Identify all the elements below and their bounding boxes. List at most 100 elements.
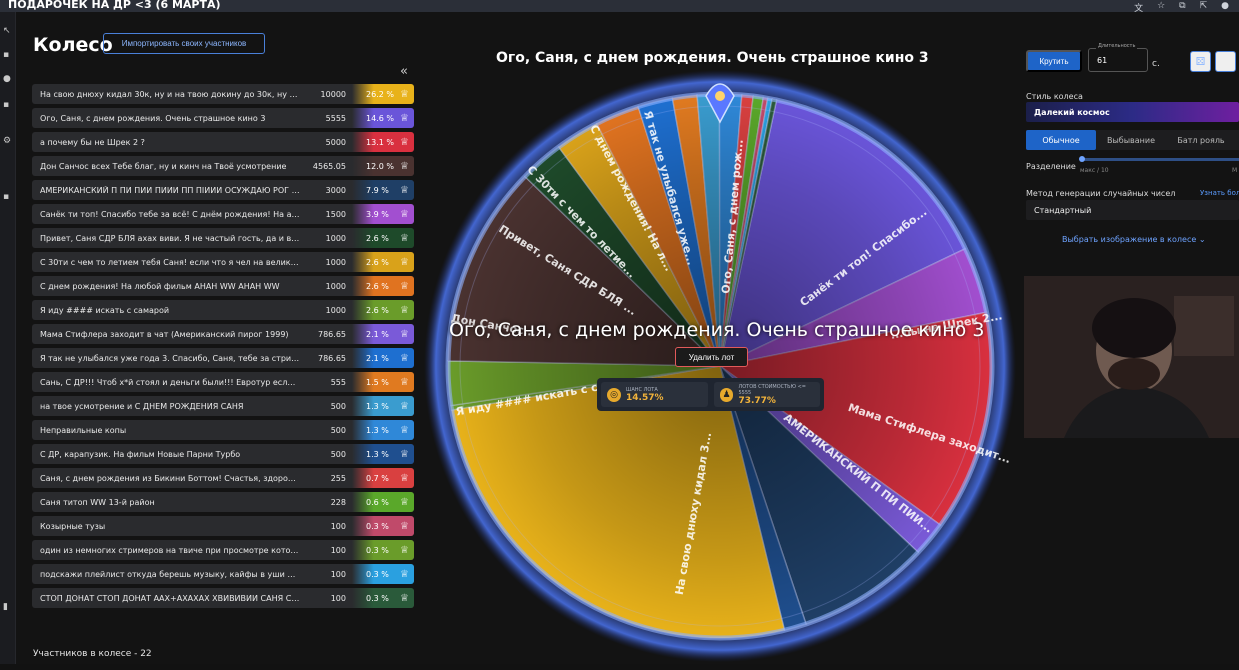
lot-amount[interactable]: 555	[330, 377, 346, 387]
lot-name[interactable]: АМЕРИКАНСКИЙ П ПИ ПИИ ПИИИ ПП ПІИИИ ОСУЖ…	[40, 185, 300, 195]
lot-row[interactable]: подскажи плейлист откуда берешь музыку, …	[32, 564, 414, 584]
lot-amount[interactable]: 100	[330, 593, 346, 603]
translate-icon[interactable]: 文	[1134, 4, 1144, 14]
lot-row[interactable]: Санёк ти топ! Спасибо тебе за всё! С днё…	[32, 204, 414, 224]
trophy-icon[interactable]: ♕	[400, 328, 409, 340]
lot-name[interactable]: Я иду #### искать с самарой	[40, 305, 170, 315]
lot-name[interactable]: С 30ти с чем то летием тебя Саня! если ч…	[40, 257, 300, 267]
duration-value[interactable]: 61	[1097, 56, 1108, 65]
lot-row[interactable]: СТОП ДОНАТ СТОП ДОНАТ ААХ+АХАХАХ ХВИВИВИ…	[32, 588, 414, 608]
lot-amount[interactable]: 786.65	[318, 353, 346, 363]
trophy-icon[interactable]: ♕	[400, 280, 409, 292]
trophy-icon[interactable]: ♕	[400, 544, 409, 556]
lot-amount[interactable]: 500	[330, 401, 346, 411]
lot-row[interactable]: Мама Стифлера заходит в чат (Американски…	[32, 324, 414, 344]
trophy-icon[interactable]: ♕	[400, 136, 409, 148]
lot-name[interactable]: подскажи плейлист откуда берешь музыку, …	[40, 569, 300, 579]
lot-name[interactable]: на твое усмотрение и С ДНЕМ РОЖДЕНИЯ САН…	[40, 401, 244, 411]
mode-elimination[interactable]: Выбывание	[1106, 135, 1156, 145]
lot-amount[interactable]: 5555	[325, 113, 346, 123]
trophy-icon[interactable]: ♕	[400, 304, 409, 316]
lot-row[interactable]: Я иду #### искать с самарой 1000 2.6 % ♕	[32, 300, 414, 320]
lot-row[interactable]: один из немногих стримеров на твиче при …	[32, 540, 414, 560]
trophy-icon[interactable]: ♕	[400, 352, 409, 364]
trophy-icon[interactable]: ♕	[400, 208, 409, 220]
lot-name[interactable]: На свою днюху кидал 30к, ну и на твою до…	[40, 89, 300, 99]
split-slider-handle[interactable]	[1079, 156, 1085, 162]
lot-name[interactable]: Дон Санчос всех Тебе благ, ну и кинч на …	[40, 161, 287, 171]
lot-amount[interactable]: 1000	[325, 233, 346, 243]
settings-icon[interactable]: ⚙	[3, 136, 12, 146]
trophy-icon[interactable]: ♕	[400, 112, 409, 124]
lot-row[interactable]: Саня, с днем рождения из Бикини Боттом! …	[32, 468, 414, 488]
lot-name[interactable]: Неправильные копы	[40, 425, 127, 435]
lot-row[interactable]: На свою днюху кидал 30к, ну и на твою до…	[32, 84, 414, 104]
mode-normal[interactable]: Обычное	[1026, 130, 1096, 150]
lot-amount[interactable]: 100	[330, 521, 346, 531]
extra-button[interactable]	[1215, 51, 1236, 72]
lot-amount[interactable]: 10000	[320, 89, 346, 99]
cursor-icon[interactable]: ↖	[3, 26, 11, 36]
split-slider[interactable]	[1080, 158, 1239, 161]
trophy-icon[interactable]: ♕	[400, 184, 409, 196]
lot-name[interactable]: СТОП ДОНАТ СТОП ДОНАТ ААХ+АХАХАХ ХВИВИВИ…	[40, 593, 300, 603]
lot-name[interactable]: Ого, Саня, с днем рождения. Очень страшн…	[40, 113, 266, 123]
lot-amount[interactable]: 1000	[325, 305, 346, 315]
lot-row[interactable]: С днем рождения! На любой фильм АНАН WW …	[32, 276, 414, 296]
trophy-icon[interactable]: ♕	[400, 160, 409, 172]
trophy-icon[interactable]: ♕	[400, 448, 409, 460]
lot-row[interactable]: Козырные тузы 100 0.3 % ♕	[32, 516, 414, 536]
trophy-icon[interactable]: ♕	[400, 520, 409, 532]
wheel-graphic[interactable]: Ого, Саня, с днем рож... Санёк ти топ! Сп…	[420, 66, 1020, 666]
wheel-style-select[interactable]: Далекий космос	[1026, 102, 1239, 122]
profile-icon[interactable]: ●	[1221, 1, 1229, 11]
lot-amount[interactable]: 4565.05	[312, 161, 346, 171]
lot-name[interactable]: С днем рождения! На любой фильм АНАН WW …	[40, 281, 280, 291]
spin-button[interactable]: Крутить	[1026, 50, 1082, 72]
extension-icon[interactable]: ⧉	[1179, 1, 1186, 11]
menu-icon[interactable]: ●	[3, 74, 11, 84]
lot-amount[interactable]: 5000	[325, 137, 346, 147]
import-participants-button[interactable]: Импортировать своих участников	[103, 33, 265, 54]
lot-row[interactable]: на твое усмотрение и С ДНЕМ РОЖДЕНИЯ САН…	[32, 396, 414, 416]
trophy-icon[interactable]: ♕	[400, 232, 409, 244]
rng-select[interactable]: Стандартный	[1026, 200, 1239, 220]
lot-row[interactable]: а почему бы не Шрек 2 ? 5000 13.1 % ♕	[32, 132, 414, 152]
trophy-icon[interactable]: ♕	[400, 592, 409, 604]
lot-row[interactable]: Неправильные копы 500 1.3 % ♕	[32, 420, 414, 440]
lot-row[interactable]: Сань, С ДР!!! Чтоб х*й стоял и деньги бы…	[32, 372, 414, 392]
app-icon[interactable]: ▪	[3, 50, 10, 60]
lot-amount[interactable]: 100	[330, 545, 346, 555]
rng-learn-more-link[interactable]: Узнать бол	[1200, 189, 1239, 197]
lot-row[interactable]: Ого, Саня, с днем рождения. Очень страшн…	[32, 108, 414, 128]
lot-name[interactable]: С ДР, карапузик. На фильм Новые Парни Ту…	[40, 449, 241, 459]
lot-name[interactable]: Мама Стифлера заходит в чат (Американски…	[40, 329, 289, 339]
lot-row[interactable]: Я так не улыбался уже года 3. Спасибо, С…	[32, 348, 414, 368]
lot-row[interactable]: Привет, Саня СДР БЛЯ ахах виви. Я не час…	[32, 228, 414, 248]
wheel[interactable]: Ого, Саня, с днем рож... Санёк ти топ! Сп…	[420, 66, 1020, 666]
lot-amount[interactable]: 228	[330, 497, 346, 507]
lot-name[interactable]: Козырные тузы	[40, 521, 106, 531]
lot-name[interactable]: Санёк ти топ! Спасибо тебе за всё! С днё…	[40, 209, 300, 219]
collapse-icon[interactable]: «	[400, 64, 408, 79]
lot-name[interactable]: Саня титоп WW 13-й район	[40, 497, 155, 507]
lot-amount[interactable]: 100	[330, 569, 346, 579]
trophy-icon[interactable]: ♕	[400, 568, 409, 580]
lot-amount[interactable]: 500	[330, 449, 346, 459]
choose-image-button[interactable]: Выбрать изображение в колесе ⌄	[1062, 235, 1206, 244]
lot-name[interactable]: один из немногих стримеров на твиче при …	[40, 545, 300, 555]
trophy-icon[interactable]: ♕	[400, 400, 409, 412]
dice-icon[interactable]: ⚄	[1190, 51, 1211, 72]
lot-name[interactable]: Сань, С ДР!!! Чтоб х*й стоял и деньги бы…	[40, 377, 300, 387]
lot-amount[interactable]: 1000	[325, 257, 346, 267]
lot-amount[interactable]: 255	[330, 473, 346, 483]
mode-battle-royale[interactable]: Батл рояль	[1177, 135, 1225, 145]
lot-amount[interactable]: 500	[330, 425, 346, 435]
lot-row[interactable]: Дон Санчос всех Тебе благ, ну и кинч на …	[32, 156, 414, 176]
star-icon[interactable]: ☆	[1157, 1, 1166, 11]
lot-amount[interactable]: 1000	[325, 281, 346, 291]
lot-row[interactable]: С 30ти с чем то летием тебя Саня! если ч…	[32, 252, 414, 272]
nav-icon[interactable]: ▪	[3, 100, 10, 110]
bottom-icon[interactable]: ▮	[3, 602, 8, 612]
lot-amount[interactable]: 1500	[325, 209, 346, 219]
